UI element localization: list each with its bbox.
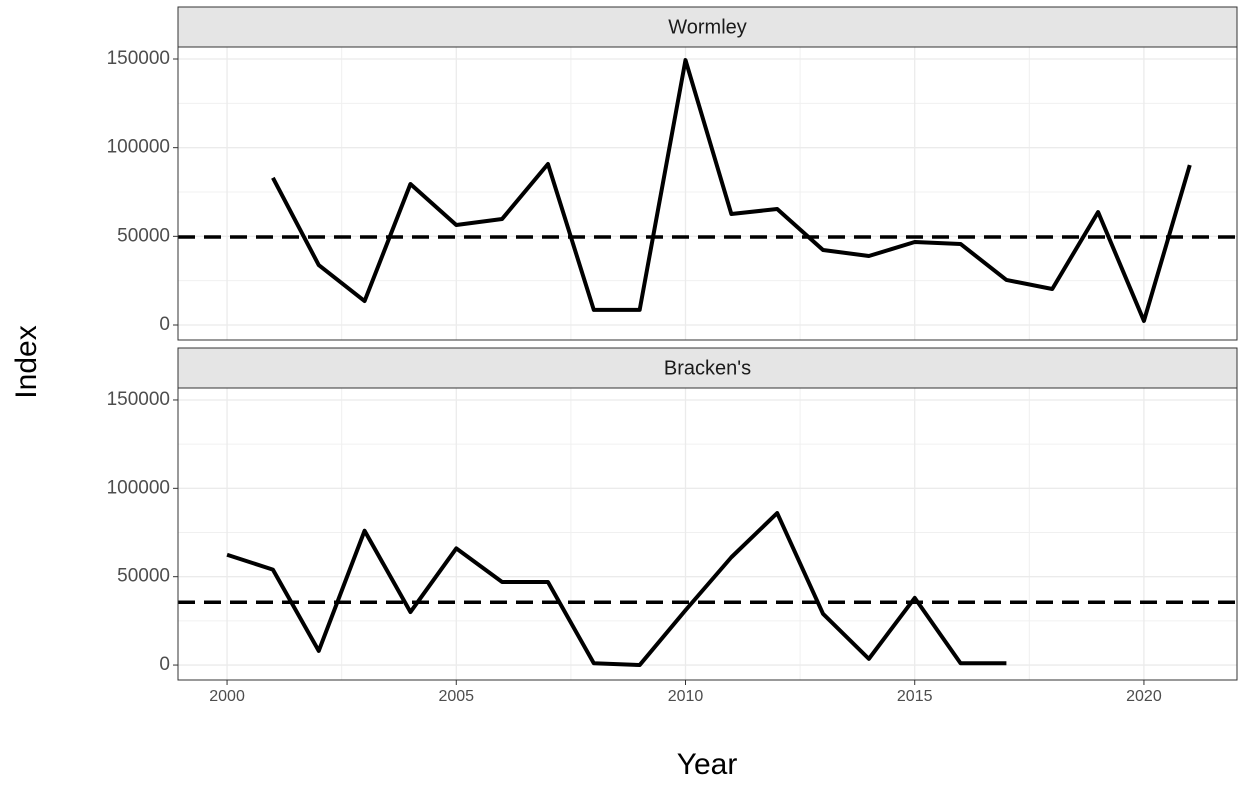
x-tick-label: 2015 [897,688,933,705]
x-tick-label: 2000 [209,688,245,705]
y-tick-label: 150000 [107,48,170,69]
y-tick-label: 50000 [117,566,170,587]
x-axis-label: Year [677,748,738,781]
y-tick-label: 100000 [107,477,170,498]
y-tick-label: 150000 [107,389,170,410]
data-line [271,58,1192,323]
y-axis-label: Index [10,325,43,398]
y-tick-label: 100000 [107,137,170,158]
strip [177,6,1238,48]
panel-border [177,46,1238,341]
y-tick-label: 0 [159,314,170,335]
data-line [226,511,1007,668]
x-tick-label: 2010 [668,688,704,705]
x-tick-label: 2005 [438,688,474,705]
x-tick-label: 2020 [1126,688,1162,705]
y-tick-label: 50000 [117,225,170,246]
panel-title: Wormley [668,16,747,38]
y-tick-label: 0 [159,654,170,675]
panel-border [177,387,1238,681]
panel-title: Bracken's [664,357,751,379]
